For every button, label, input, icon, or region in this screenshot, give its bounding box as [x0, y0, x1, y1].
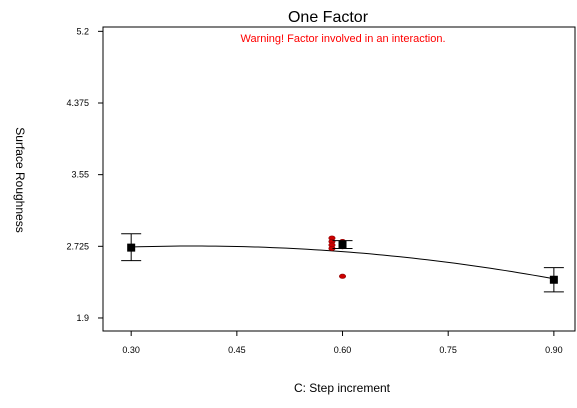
x-tick-label: 0.45	[228, 345, 246, 355]
design-point	[127, 244, 135, 252]
y-tick-label: 3.55	[71, 170, 89, 180]
y-tick-label: 2.725	[66, 241, 89, 251]
warning-annotation: Warning! Factor involved in an interacti…	[240, 33, 445, 45]
y-tick-label: 1.9	[76, 313, 89, 323]
axis-ticks: 0.30 0.45 0.60 0.75 0.90 1.9 2.725 3.55 4.375 5.2	[66, 26, 562, 355]
observed-point	[339, 274, 345, 278]
design-point	[339, 241, 347, 249]
x-axis-label: C: Step increment	[294, 381, 391, 395]
x-tick-label: 0.90	[545, 345, 563, 355]
x-tick-label: 0.75	[439, 345, 457, 355]
points-layer	[121, 234, 564, 292]
y-tick-label: 5.2	[76, 26, 89, 36]
chart-title: One Factor	[288, 9, 369, 26]
plot-frame	[103, 27, 575, 331]
design-point	[550, 276, 558, 284]
x-tick-label: 0.30	[122, 345, 140, 355]
y-tick-label: 4.375	[66, 98, 89, 108]
y-axis-label: Surface Roughness	[13, 127, 27, 232]
x-tick-label: 0.60	[334, 345, 352, 355]
